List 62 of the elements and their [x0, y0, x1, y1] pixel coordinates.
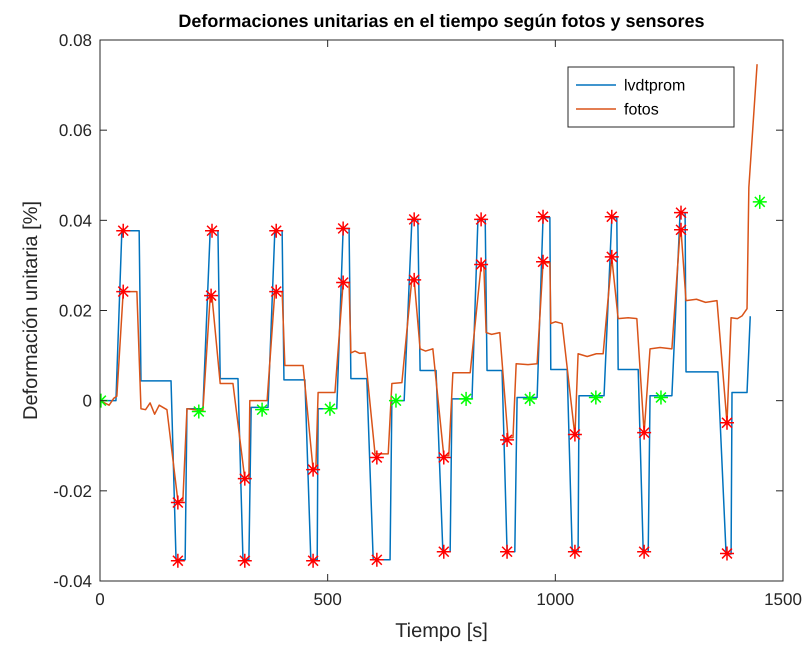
- point: [636, 544, 652, 560]
- point: [203, 288, 219, 304]
- y-tick-label: -0.04: [53, 572, 92, 591]
- y-tick-label: 0.06: [58, 121, 92, 140]
- point: [752, 194, 768, 210]
- x-tick-label: 1000: [536, 590, 574, 609]
- point: [604, 208, 620, 224]
- chart-title: Deformaciones unitarias en el tiempo según fotos y sensores: [178, 11, 705, 31]
- point: [322, 401, 338, 417]
- point: [535, 208, 551, 224]
- point: [653, 390, 669, 406]
- point: [588, 390, 604, 406]
- y-axis-title: Deformación unitaria [%]: [20, 201, 42, 420]
- point: [268, 284, 284, 300]
- y-tick-label: -0.02: [53, 482, 92, 501]
- legend-label: fotos: [624, 102, 659, 119]
- point: [636, 424, 652, 440]
- point: [305, 462, 321, 478]
- point: [237, 552, 253, 568]
- x-tick-label: 1500: [764, 590, 802, 609]
- point: [170, 494, 186, 510]
- point: [473, 256, 489, 272]
- y-tick-label: 0.04: [58, 211, 92, 230]
- point: [436, 544, 452, 560]
- point: [115, 222, 131, 238]
- point: [499, 432, 515, 448]
- point: [604, 249, 620, 265]
- point: [369, 552, 385, 568]
- point: [254, 402, 270, 418]
- point: [673, 204, 689, 220]
- point: [458, 391, 474, 407]
- y-tick-label: 0: [82, 392, 92, 411]
- point: [305, 552, 321, 568]
- point: [335, 220, 351, 236]
- point: [191, 404, 207, 420]
- point: [268, 222, 284, 238]
- point: [473, 212, 489, 228]
- point: [369, 450, 385, 466]
- point: [499, 544, 515, 560]
- point: [406, 272, 422, 288]
- point: [436, 450, 452, 466]
- x-axis-title: Tiempo [s]: [395, 620, 488, 642]
- point: [567, 544, 583, 560]
- y-tick-label: 0.02: [58, 301, 92, 320]
- point: [535, 254, 551, 270]
- x-tick-label: 0: [95, 590, 105, 609]
- point: [335, 274, 351, 290]
- point: [388, 392, 404, 408]
- y-tick-label: 0.08: [58, 30, 92, 50]
- line-series: [100, 64, 758, 502]
- point: [170, 552, 186, 568]
- x-tick-label: 500: [313, 590, 342, 609]
- point: [719, 415, 735, 431]
- legend-label: lvdtprom: [624, 78, 686, 95]
- point: [673, 222, 689, 238]
- point: [406, 212, 422, 228]
- point: [522, 391, 538, 407]
- point: [719, 546, 735, 562]
- point: [237, 470, 253, 486]
- point: [204, 222, 220, 238]
- point: [115, 284, 131, 300]
- point: [567, 426, 583, 442]
